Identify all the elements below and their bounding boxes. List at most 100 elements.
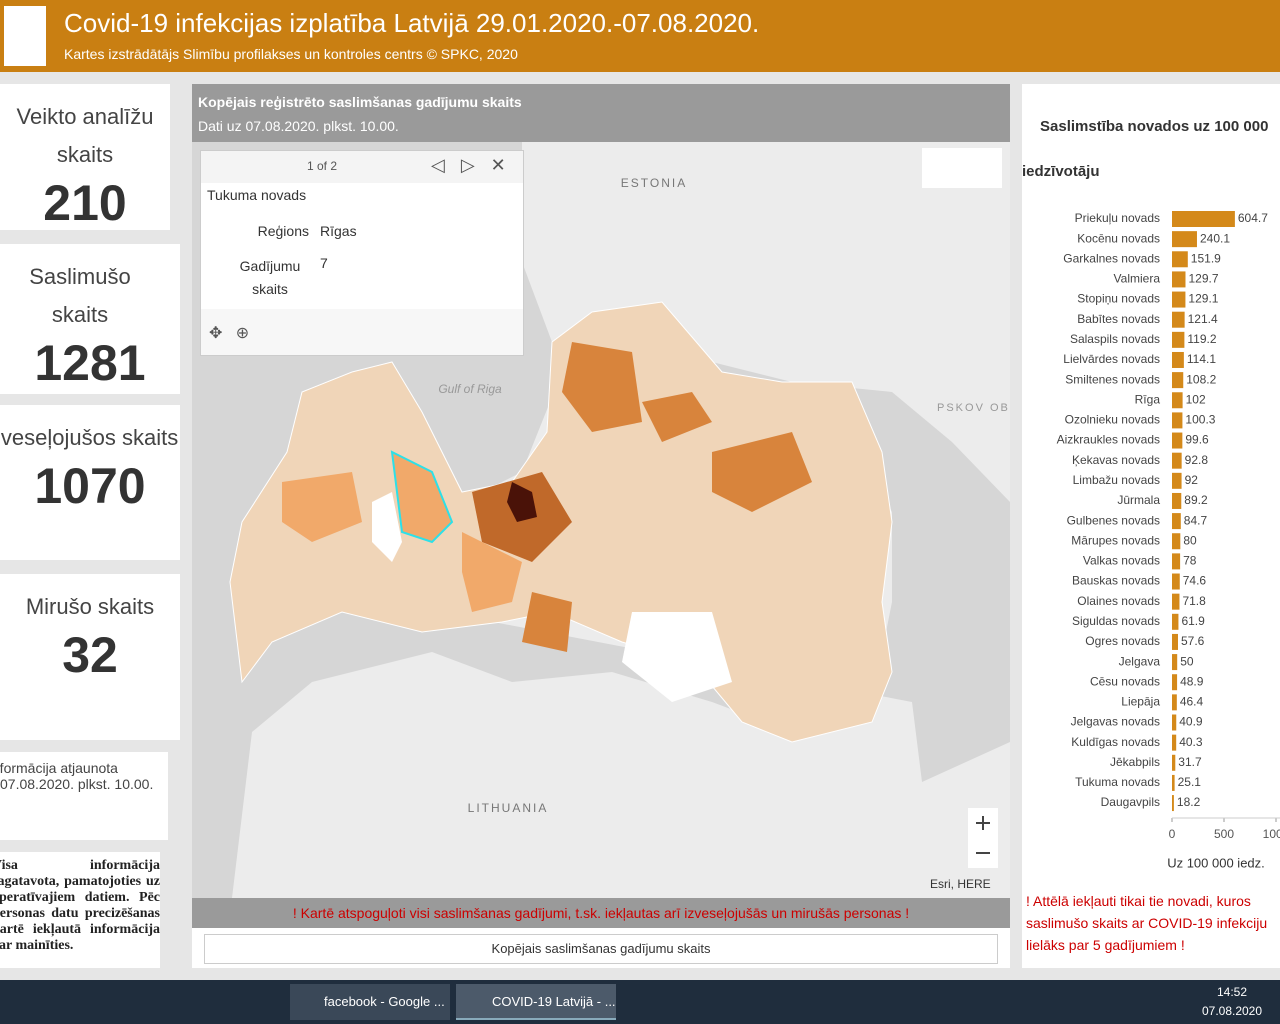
map-label: LITHUANIA: [468, 801, 549, 815]
value-label-bg: [1182, 453, 1217, 468]
selected-region[interactable]: [390, 450, 454, 544]
bar: [1172, 492, 1182, 509]
value-label: 151.9: [1191, 251, 1221, 265]
value-label: 121.4: [1188, 312, 1218, 326]
value-label-bg: [1185, 332, 1220, 347]
value-label: 31.7: [1178, 755, 1202, 769]
popup-field: Reģions: [257, 223, 309, 239]
chart-title: Saslimstība novados uz 100 000 iedzīvotā…: [1022, 118, 1269, 180]
bar: [1172, 271, 1186, 288]
bar: [1172, 573, 1180, 590]
bar: [1172, 553, 1181, 570]
popup-actions[interactable]: ✥ ⊕: [201, 309, 523, 355]
update-info: Informācija atjaunota 07.08.2020. plkst.…: [0, 752, 168, 840]
y-tick-label: Siguldas novads: [1072, 614, 1160, 628]
value-label-bg: [1184, 373, 1219, 388]
popup-buttons[interactable]: ◁▷✕: [431, 155, 522, 175]
bar: [1172, 472, 1182, 489]
bar: [1172, 674, 1178, 691]
region: [462, 532, 522, 612]
y-tick-label: Jūrmala: [1117, 493, 1160, 507]
clock-date: 07.08.2020: [1201, 1004, 1263, 1018]
value-label: 89.2: [1184, 493, 1208, 507]
value-label: 48.9: [1180, 674, 1204, 688]
popup: 1 of 2 ◁▷✕ Tukuma novads Reģions Rīgas G…: [200, 150, 524, 356]
value-label-bg: [1181, 534, 1216, 549]
region: [282, 472, 362, 542]
value-label-bg: [1177, 715, 1212, 730]
region: [622, 612, 732, 702]
bar: [1172, 412, 1183, 429]
map-subtitle: Dati uz 07.08.2020. plkst. 10.00.: [198, 118, 399, 134]
value-label-bg: [1183, 393, 1218, 408]
value-label-bg: [1178, 675, 1213, 690]
popup-bar: [201, 151, 523, 183]
task-tab[interactable]: COVID-19 Latvijā - ...: [456, 984, 616, 1020]
value-label: 71.8: [1182, 594, 1206, 608]
y-tick-label: Gulbenes novads: [1067, 513, 1160, 527]
chart-panel: Saslimstība novados uz 100 000 iedzīvotā…: [1022, 84, 1280, 968]
chart: Saslimstība novados uz 100 000 iedzīvotā…: [1022, 118, 1280, 870]
value-label-bg: [1181, 554, 1216, 569]
map-nav[interactable]: Kopējais saslimšanas gadījumu skaits: [204, 934, 998, 964]
zoom-icons: [976, 816, 990, 854]
value-label-bg: [1197, 232, 1232, 247]
value-label-bg: [1188, 252, 1223, 267]
value-label-bg: [1179, 614, 1214, 629]
y-tick-label: Cēsu novads: [1090, 674, 1160, 688]
value-label-bg: [1176, 755, 1211, 770]
y-tick-label: Limbažu novads: [1073, 473, 1160, 487]
y-tick-label: Daugavpils: [1101, 795, 1160, 809]
value-label: 129.7: [1188, 272, 1218, 286]
value-label-bg: [1182, 473, 1217, 488]
bar: [1172, 754, 1176, 771]
value-label: 102: [1186, 392, 1206, 406]
value-label-bg: [1180, 594, 1215, 609]
value-label: 18.2: [1177, 795, 1201, 809]
y-tick-label: Ķekavas novads: [1072, 453, 1160, 467]
y-tick-label: Bauskas novads: [1072, 574, 1160, 588]
disclaimer: Visa informācija sagatavota, pamatojotie…: [0, 852, 160, 968]
value-label-bg: [1235, 212, 1270, 226]
region: [562, 342, 642, 432]
stat-label: Mirušo skaits: [25, 594, 155, 619]
bar: [1172, 251, 1188, 268]
value-label: 114.1: [1187, 352, 1216, 366]
y-tick-label: Rīga: [1135, 392, 1161, 406]
bar: [1172, 432, 1183, 449]
y-tick-label: Tukuma novads: [1075, 775, 1160, 789]
value-label: 92.8: [1185, 453, 1209, 467]
value-label: 80: [1183, 533, 1197, 547]
value-label: 46.4: [1180, 695, 1204, 709]
clock-time: 14:52: [1216, 985, 1248, 999]
y-tick-label: Jēkabpils: [1110, 755, 1160, 769]
map-label: ESTONIA: [621, 176, 687, 190]
bar: [1172, 392, 1183, 409]
map-tools[interactable]: [922, 148, 1002, 188]
y-tick-label: Stopiņu novads: [1077, 292, 1160, 306]
y-tick-label: Jelgavas novads: [1071, 715, 1160, 729]
attribution: Esri, HERE: [930, 877, 991, 891]
bar: [1172, 533, 1181, 550]
task-tab[interactable]: facebook - Google ...: [290, 984, 450, 1020]
value-label-bg: [1178, 634, 1213, 649]
value-label: 78: [1183, 554, 1197, 568]
bar: [1172, 654, 1178, 671]
header: Covid-19 infekcijas izplatība Latvijā 29…: [0, 0, 1280, 72]
region: [712, 432, 812, 512]
value-label: 40.9: [1179, 715, 1203, 729]
y-tick-label: Jelgava: [1119, 654, 1161, 668]
value-label-bg: [1181, 514, 1216, 529]
value-label: 84.7: [1184, 513, 1208, 527]
land: [522, 142, 1010, 502]
stat-value: 32: [62, 627, 118, 683]
stat-card: Izveseļojušos skaits 1070: [0, 405, 180, 560]
value-label: 604.7: [1238, 211, 1268, 225]
popup-value: 7: [320, 255, 328, 271]
bar: [1172, 734, 1177, 751]
region: [507, 482, 537, 522]
map-header: Kopējais reģistrēto saslimšanas gadījumu…: [192, 84, 1010, 142]
region: [642, 392, 712, 442]
